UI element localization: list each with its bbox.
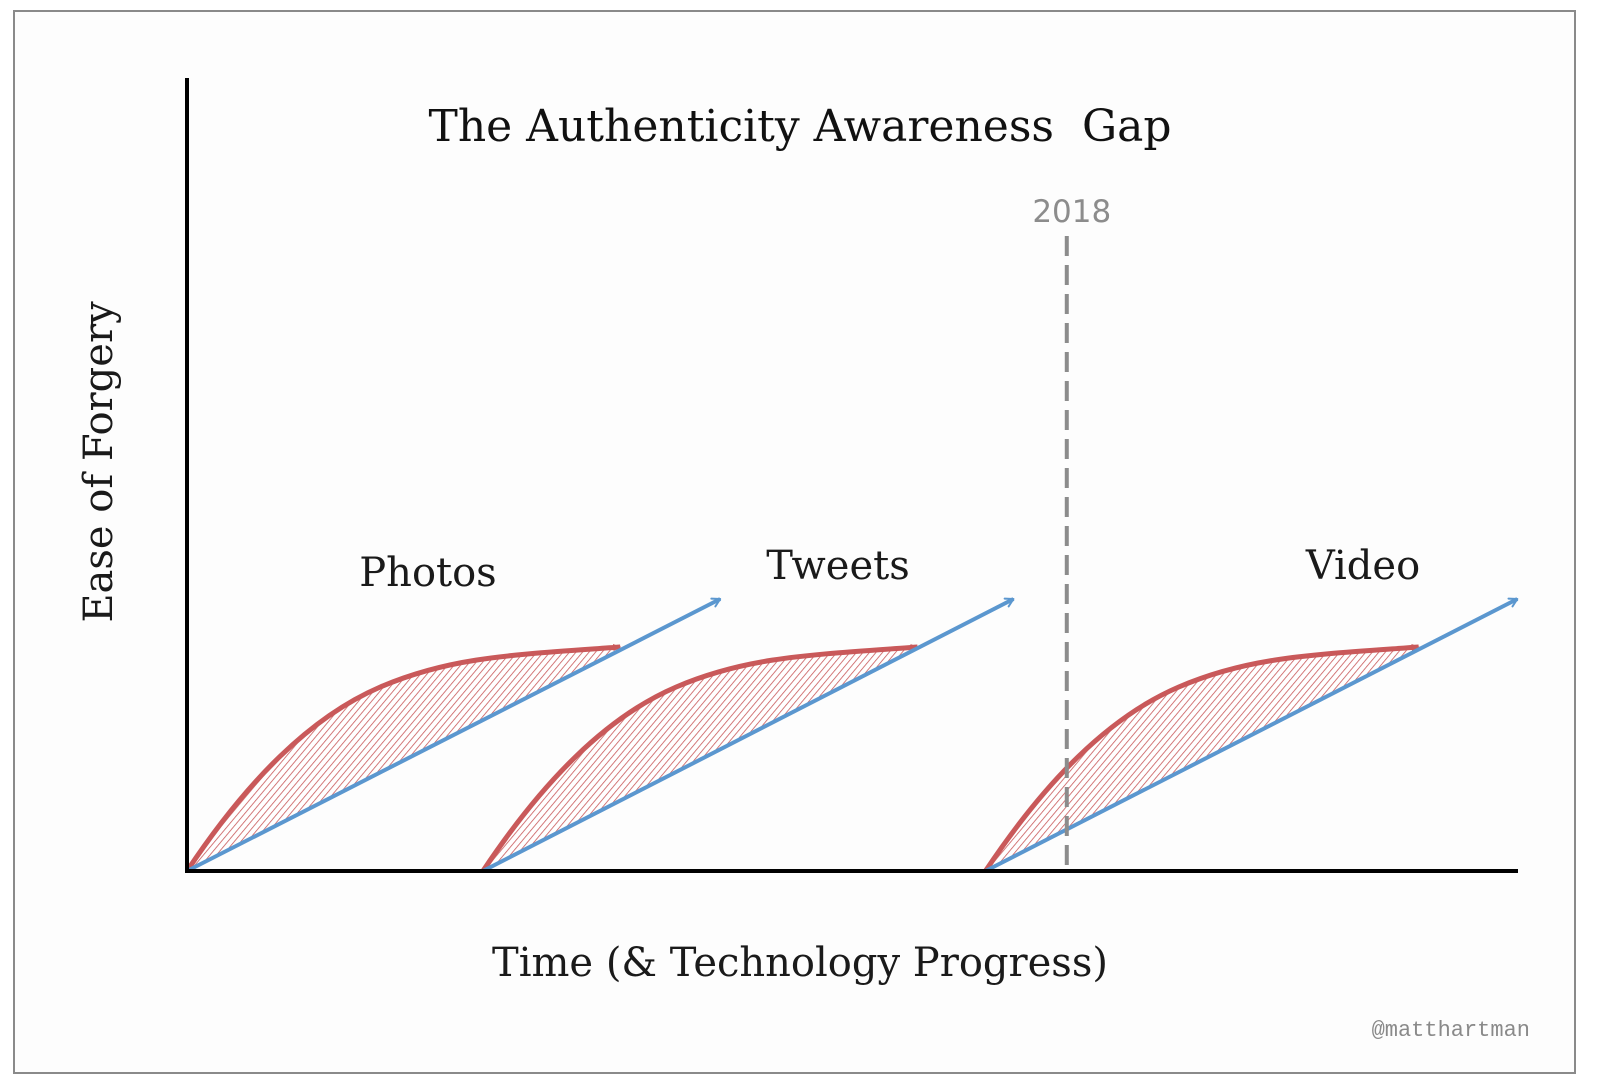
chart-frame bbox=[13, 10, 1576, 1074]
series-layer bbox=[184, 597, 1519, 873]
forgery-curve-photos bbox=[184, 644, 622, 873]
awareness-arrow-video bbox=[984, 597, 1519, 873]
credit-text: @matthartman bbox=[1372, 1018, 1530, 1043]
x-axis-label: Time (& Technology Progress) bbox=[492, 940, 1108, 986]
chart-title: The Authenticity Awareness Gap bbox=[428, 101, 1171, 152]
awareness-arrow-photos bbox=[186, 597, 722, 873]
awareness-arrow-tweets bbox=[482, 597, 1015, 873]
series-label-video: Video bbox=[1305, 543, 1420, 589]
series-label-photos: Photos bbox=[359, 550, 496, 596]
marker-2018-label: 2018 bbox=[1032, 194, 1111, 230]
y-axis-label: Ease of Forgery bbox=[76, 301, 122, 623]
forgery-curve-tweets bbox=[480, 644, 919, 873]
forgery-curve-video bbox=[983, 644, 1420, 873]
series-label-tweets: Tweets bbox=[766, 543, 909, 589]
